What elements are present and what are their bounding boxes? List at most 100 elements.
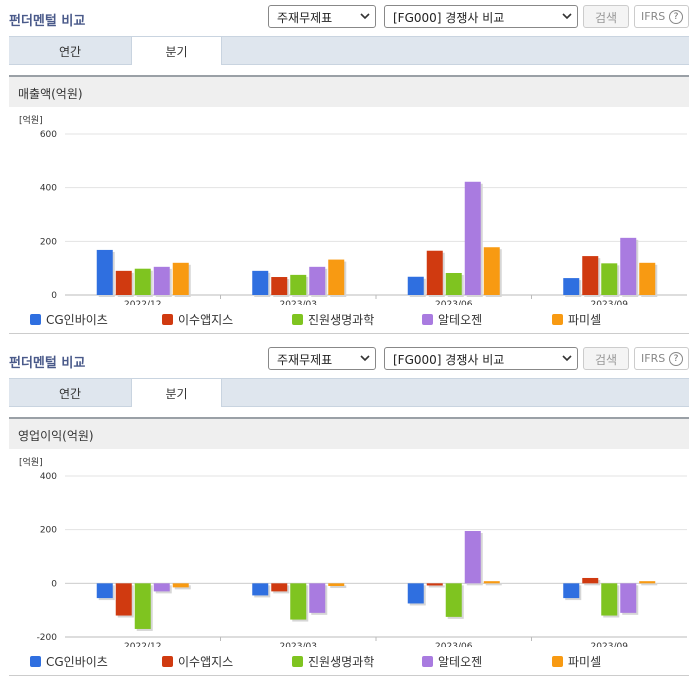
bar-shadow (485, 583, 502, 586)
legend-swatch (292, 656, 303, 667)
y-tick-label: 0 (51, 291, 57, 301)
fundamental-section-2: 펀더멘털 비교 주재무제표 [FG000] 경쟁사 비교 검색 IFRS ? 연… (0, 342, 696, 676)
chevron-down-icon (562, 13, 572, 20)
bar (271, 277, 288, 295)
bar (639, 262, 656, 295)
legend-item[interactable]: 이수앱지스 (162, 311, 233, 328)
unit-label: [억원] (19, 456, 43, 468)
chart-box: 영업이익(억원) [억원] 400 200 0 -200 2022/12 2023/03 20… (9, 417, 689, 676)
fundamental-section-1: 펀더멘털 비교 주재무제표 [FG000] 경쟁사 비교 검색 IFRS ? 연… (0, 0, 696, 334)
bar (328, 583, 345, 587)
search-button[interactable]: 검색 (583, 5, 629, 28)
chart-box: 매출액(억원) [억원] 600 400 200 0 2022/12 2023/03 2023… (9, 75, 689, 334)
bar (290, 274, 307, 295)
bar (601, 263, 618, 295)
chart-title: 영업이익(억원) (9, 419, 689, 449)
section-title: 펀더멘털 비교 (9, 356, 86, 371)
bar (252, 270, 269, 295)
bar (153, 583, 170, 592)
legend-item[interactable]: 진원생명과학 (292, 653, 374, 670)
bar (271, 583, 288, 592)
bar (172, 262, 189, 295)
legend-item[interactable]: 파미셀 (552, 653, 601, 670)
revenue-chart: [억원] 600 400 200 0 2022/12 2023/03 2023/06 2023/… (19, 114, 687, 305)
y-tick-label: 600 (40, 130, 57, 140)
period-tabs: 연간 분기 (9, 36, 689, 65)
section-header: 펀더멘털 비교 주재무제표 [FG000] 경쟁사 비교 검색 IFRS ? (0, 342, 696, 376)
bar-shadow (641, 583, 658, 586)
bar (115, 270, 132, 295)
help-icon: ? (669, 352, 683, 366)
x-tick-label: 2023/03 (280, 300, 317, 305)
legend-swatch (552, 314, 563, 325)
bar (309, 583, 326, 613)
x-tick-label: 2022/12 (124, 300, 161, 305)
legend-swatch (422, 656, 433, 667)
legend-swatch (162, 314, 173, 325)
bar (464, 531, 481, 584)
bar (252, 583, 269, 596)
bar (153, 266, 170, 295)
bar (620, 237, 637, 295)
bar (582, 256, 599, 295)
bar (96, 249, 113, 295)
bar (563, 278, 580, 295)
legend-item[interactable]: 알테오젠 (422, 311, 482, 328)
search-button[interactable]: 검색 (583, 347, 629, 370)
x-tick-label: 2023/03 (280, 642, 317, 647)
y-tick-label: 400 (40, 472, 57, 482)
period-tabs: 연간 분기 (9, 378, 689, 407)
bar (483, 581, 500, 584)
bar (483, 247, 500, 295)
legend-item[interactable]: CG인바이츠 (30, 311, 108, 328)
section-title: 펀더멘털 비교 (9, 14, 86, 29)
legend-swatch (422, 314, 433, 325)
legend-item[interactable]: 알테오젠 (422, 653, 482, 670)
chart-title: 매출액(억원) (9, 77, 689, 107)
chevron-down-icon (360, 13, 370, 20)
legend-swatch (552, 656, 563, 667)
legend-item[interactable]: 이수앱지스 (162, 653, 233, 670)
bar (620, 583, 637, 613)
bar (134, 583, 151, 629)
x-tick-label: 2023/06 (435, 642, 473, 647)
bar-shadow (428, 585, 445, 588)
comparison-group-select[interactable]: [FG000] 경쟁사 비교 (384, 347, 578, 370)
y-tick-label: 0 (51, 579, 57, 589)
bar (407, 276, 424, 295)
y-tick-label: 200 (40, 237, 57, 247)
tab-annual[interactable]: 연간 (58, 387, 82, 401)
bar (407, 583, 424, 604)
x-tick-label: 2023/09 (591, 300, 629, 305)
statement-type-select[interactable]: 주재무제표 (268, 347, 376, 370)
tab-quarterly[interactable]: 분기 (131, 379, 222, 407)
chevron-down-icon (360, 355, 370, 362)
ifrs-help-button[interactable]: IFRS ? (634, 347, 689, 370)
legend-swatch (162, 656, 173, 667)
bar (172, 583, 189, 588)
legend-item[interactable]: 진원생명과학 (292, 311, 374, 328)
legend-item[interactable]: CG인바이츠 (30, 653, 108, 670)
x-tick-label: 2023/09 (591, 642, 629, 647)
help-icon: ? (669, 10, 683, 24)
tab-annual[interactable]: 연간 (58, 45, 82, 59)
y-tick-label: 200 (40, 526, 57, 536)
bar (134, 268, 151, 295)
bar (96, 583, 113, 599)
bar (445, 272, 462, 295)
bar (464, 181, 481, 295)
bar (563, 583, 580, 599)
ifrs-help-button[interactable]: IFRS ? (634, 5, 689, 28)
y-tick-label: -200 (37, 633, 58, 643)
legend-item[interactable]: 파미셀 (552, 311, 601, 328)
statement-type-select[interactable]: 주재무제표 (268, 5, 376, 28)
bar (601, 583, 618, 616)
bar (582, 577, 599, 584)
bar (290, 583, 307, 620)
operating-profit-chart: [억원] 400 200 0 -200 2022/12 2023/03 2023/06 2023… (19, 456, 687, 647)
comparison-group-select[interactable]: [FG000] 경쟁사 비교 (384, 5, 578, 28)
y-tick-label: 400 (40, 184, 57, 194)
bar (426, 250, 443, 295)
tab-quarterly[interactable]: 분기 (131, 37, 222, 65)
legend-swatch (292, 314, 303, 325)
